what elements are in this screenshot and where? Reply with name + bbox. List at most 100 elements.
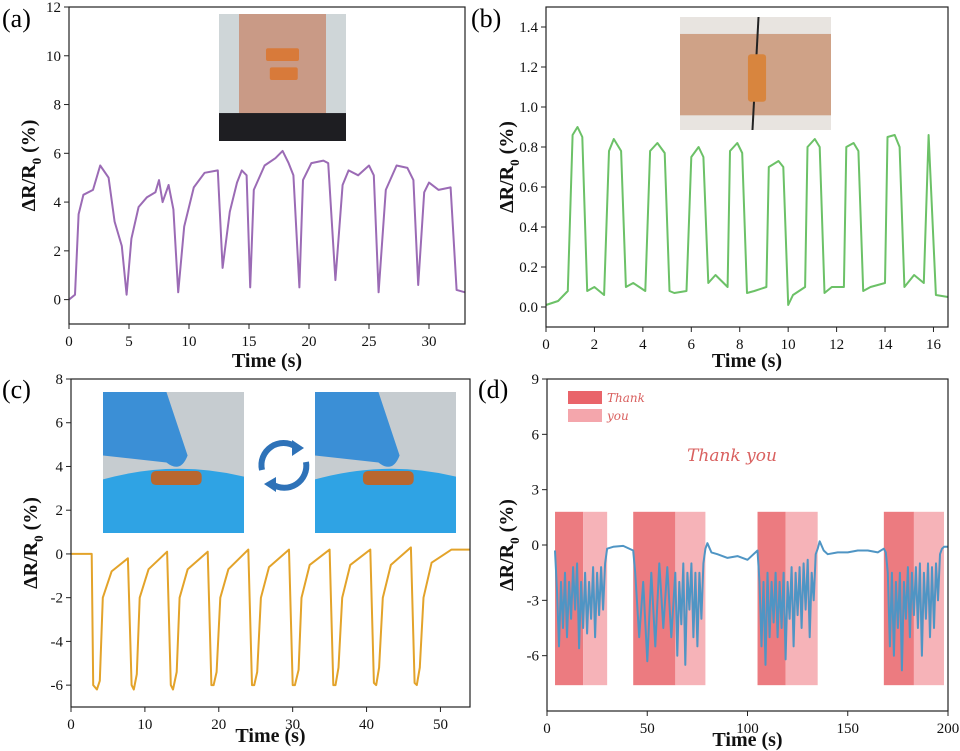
y-tick-label: 0.2	[519, 260, 538, 276]
x-tick-label: 10	[781, 337, 796, 353]
y-tick-label: 0.0	[519, 300, 538, 316]
cycle-arrowhead-top	[292, 440, 304, 456]
x-tick-label: 5	[125, 334, 133, 350]
panel-label: (a)	[2, 4, 31, 33]
y-tick-label: 6	[532, 427, 540, 443]
gloved-finger	[103, 392, 188, 467]
x-tick-label: 50	[433, 717, 448, 733]
x-tick-label: 20	[211, 717, 226, 733]
y-tick-label: 4	[56, 459, 64, 475]
y-axis-label-sub: 0	[29, 158, 44, 165]
y-tick-label: 0.8	[519, 140, 538, 156]
legend-label-thank: Thank	[607, 391, 645, 405]
y-tick-label: -3	[527, 593, 540, 609]
y-tick-label: 4	[54, 195, 62, 211]
plot-frame	[546, 378, 949, 712]
x-tick-label: 12	[829, 337, 844, 353]
x-tick-label: 30	[422, 334, 437, 350]
y-tick-label: 2	[54, 244, 62, 260]
finger-photo-left	[103, 392, 244, 533]
y-tick-label: 6	[56, 416, 64, 432]
y-tick-label: 2	[56, 503, 64, 519]
finger-photo-right	[315, 392, 456, 533]
x-tick-label: 10	[137, 717, 152, 733]
y-tick-label: -4	[51, 634, 64, 650]
cycle-arrow-top	[258, 440, 298, 471]
panel-label: (b)	[471, 4, 501, 33]
y-axis-label: ΔR/R0 (%)	[20, 497, 46, 589]
cycle-arrows-icon	[258, 440, 310, 492]
legend-swatch-thank	[568, 391, 602, 404]
neck-photo	[219, 14, 346, 141]
x-tick-label: 100	[736, 721, 759, 737]
y-tick-label: 12	[46, 0, 61, 16]
y-axis-label-main: ΔR/R	[496, 165, 518, 213]
y-axis-label-main: ΔR/R	[496, 543, 518, 591]
x-axis-label: Time (s)	[712, 729, 782, 751]
x-tick-label: 14	[878, 337, 894, 353]
legend-swatch-you	[568, 409, 602, 422]
x-tick-label: 25	[362, 334, 377, 350]
y-tick-label: 9	[532, 372, 540, 388]
x-tick-label: 0	[65, 334, 73, 350]
x-tick-label: 4	[639, 337, 647, 353]
series-line-press	[71, 546, 470, 691]
y-axis-label-unit: (%)	[18, 120, 40, 158]
y-tick-label: 1.4	[519, 20, 538, 36]
annotation-text: Thank you	[687, 446, 777, 466]
y-tick-label: 0	[532, 538, 540, 554]
series-line-neck	[68, 149, 466, 301]
x-tick-label: 0	[67, 717, 75, 733]
y-tick-label: 3	[532, 483, 540, 499]
y-axis-label: ΔR/R0 (%)	[496, 499, 522, 591]
x-tick-label: 8	[736, 337, 744, 353]
y-tick-label: -2	[51, 591, 64, 607]
y-axis-label: ΔR/R0 (%)	[496, 121, 522, 213]
blue-cloth	[315, 468, 456, 533]
y-axis-label-main: ΔR/R	[20, 541, 42, 589]
y-tick-label: -6	[51, 678, 64, 694]
cycle-arrow-bottom	[270, 461, 310, 491]
plot-frame	[70, 378, 471, 708]
sensor-device	[150, 470, 202, 486]
y-axis-label-unit: (%)	[20, 497, 42, 535]
y-axis-label-sub: 0	[507, 159, 522, 166]
x-tick-label: 40	[359, 717, 374, 733]
y-axis-label-unit: (%)	[496, 121, 518, 159]
sensor-strip-bottom	[269, 67, 298, 81]
y-axis-label-sub: 0	[31, 535, 46, 542]
y-tick-label: 0	[56, 547, 64, 563]
legend-label-you: you	[606, 409, 629, 423]
y-tick-label: 8	[54, 98, 62, 114]
y-tick-label: -6	[527, 649, 540, 665]
y-axis-label-sub: 0	[507, 537, 522, 544]
x-axis-label: Time (s)	[232, 350, 302, 372]
x-tick-label: 10	[182, 334, 197, 350]
panel-b: (b) 0.0 0.2 0.4 0.6 0.8 1.0 1.2 1.4 0 2 4 6 8 10 12 14 16…	[471, 4, 949, 372]
x-tick-label: 0	[542, 337, 550, 353]
y-axis-label-unit: (%)	[496, 499, 518, 537]
y-tick-label: 6	[54, 146, 62, 162]
sensor-device	[362, 470, 414, 486]
y-tick-label: 0.4	[519, 220, 538, 236]
y-tick-label: 1.0	[519, 100, 538, 116]
x-tick-label: 50	[640, 721, 655, 737]
x-tick-label: 16	[926, 337, 942, 353]
x-tick-label: 0	[543, 721, 551, 737]
panel-label: (d)	[478, 375, 508, 404]
gloved-finger	[315, 392, 400, 467]
sensor-patch	[747, 54, 767, 102]
x-tick-label: 6	[688, 337, 696, 353]
plot-frame	[68, 6, 466, 325]
cycle-arrowhead-bottom	[264, 477, 276, 492]
x-axis-label: Time (s)	[712, 350, 782, 372]
x-tick-label: 20	[302, 334, 317, 350]
y-tick-label: 0	[54, 293, 62, 309]
y-axis-label-main: ΔR/R	[18, 164, 40, 212]
y-tick-label: 8	[56, 372, 64, 388]
blue-cloth	[103, 468, 244, 533]
x-tick-label: 200	[937, 721, 960, 737]
x-axis-label: Time (s)	[235, 725, 305, 747]
